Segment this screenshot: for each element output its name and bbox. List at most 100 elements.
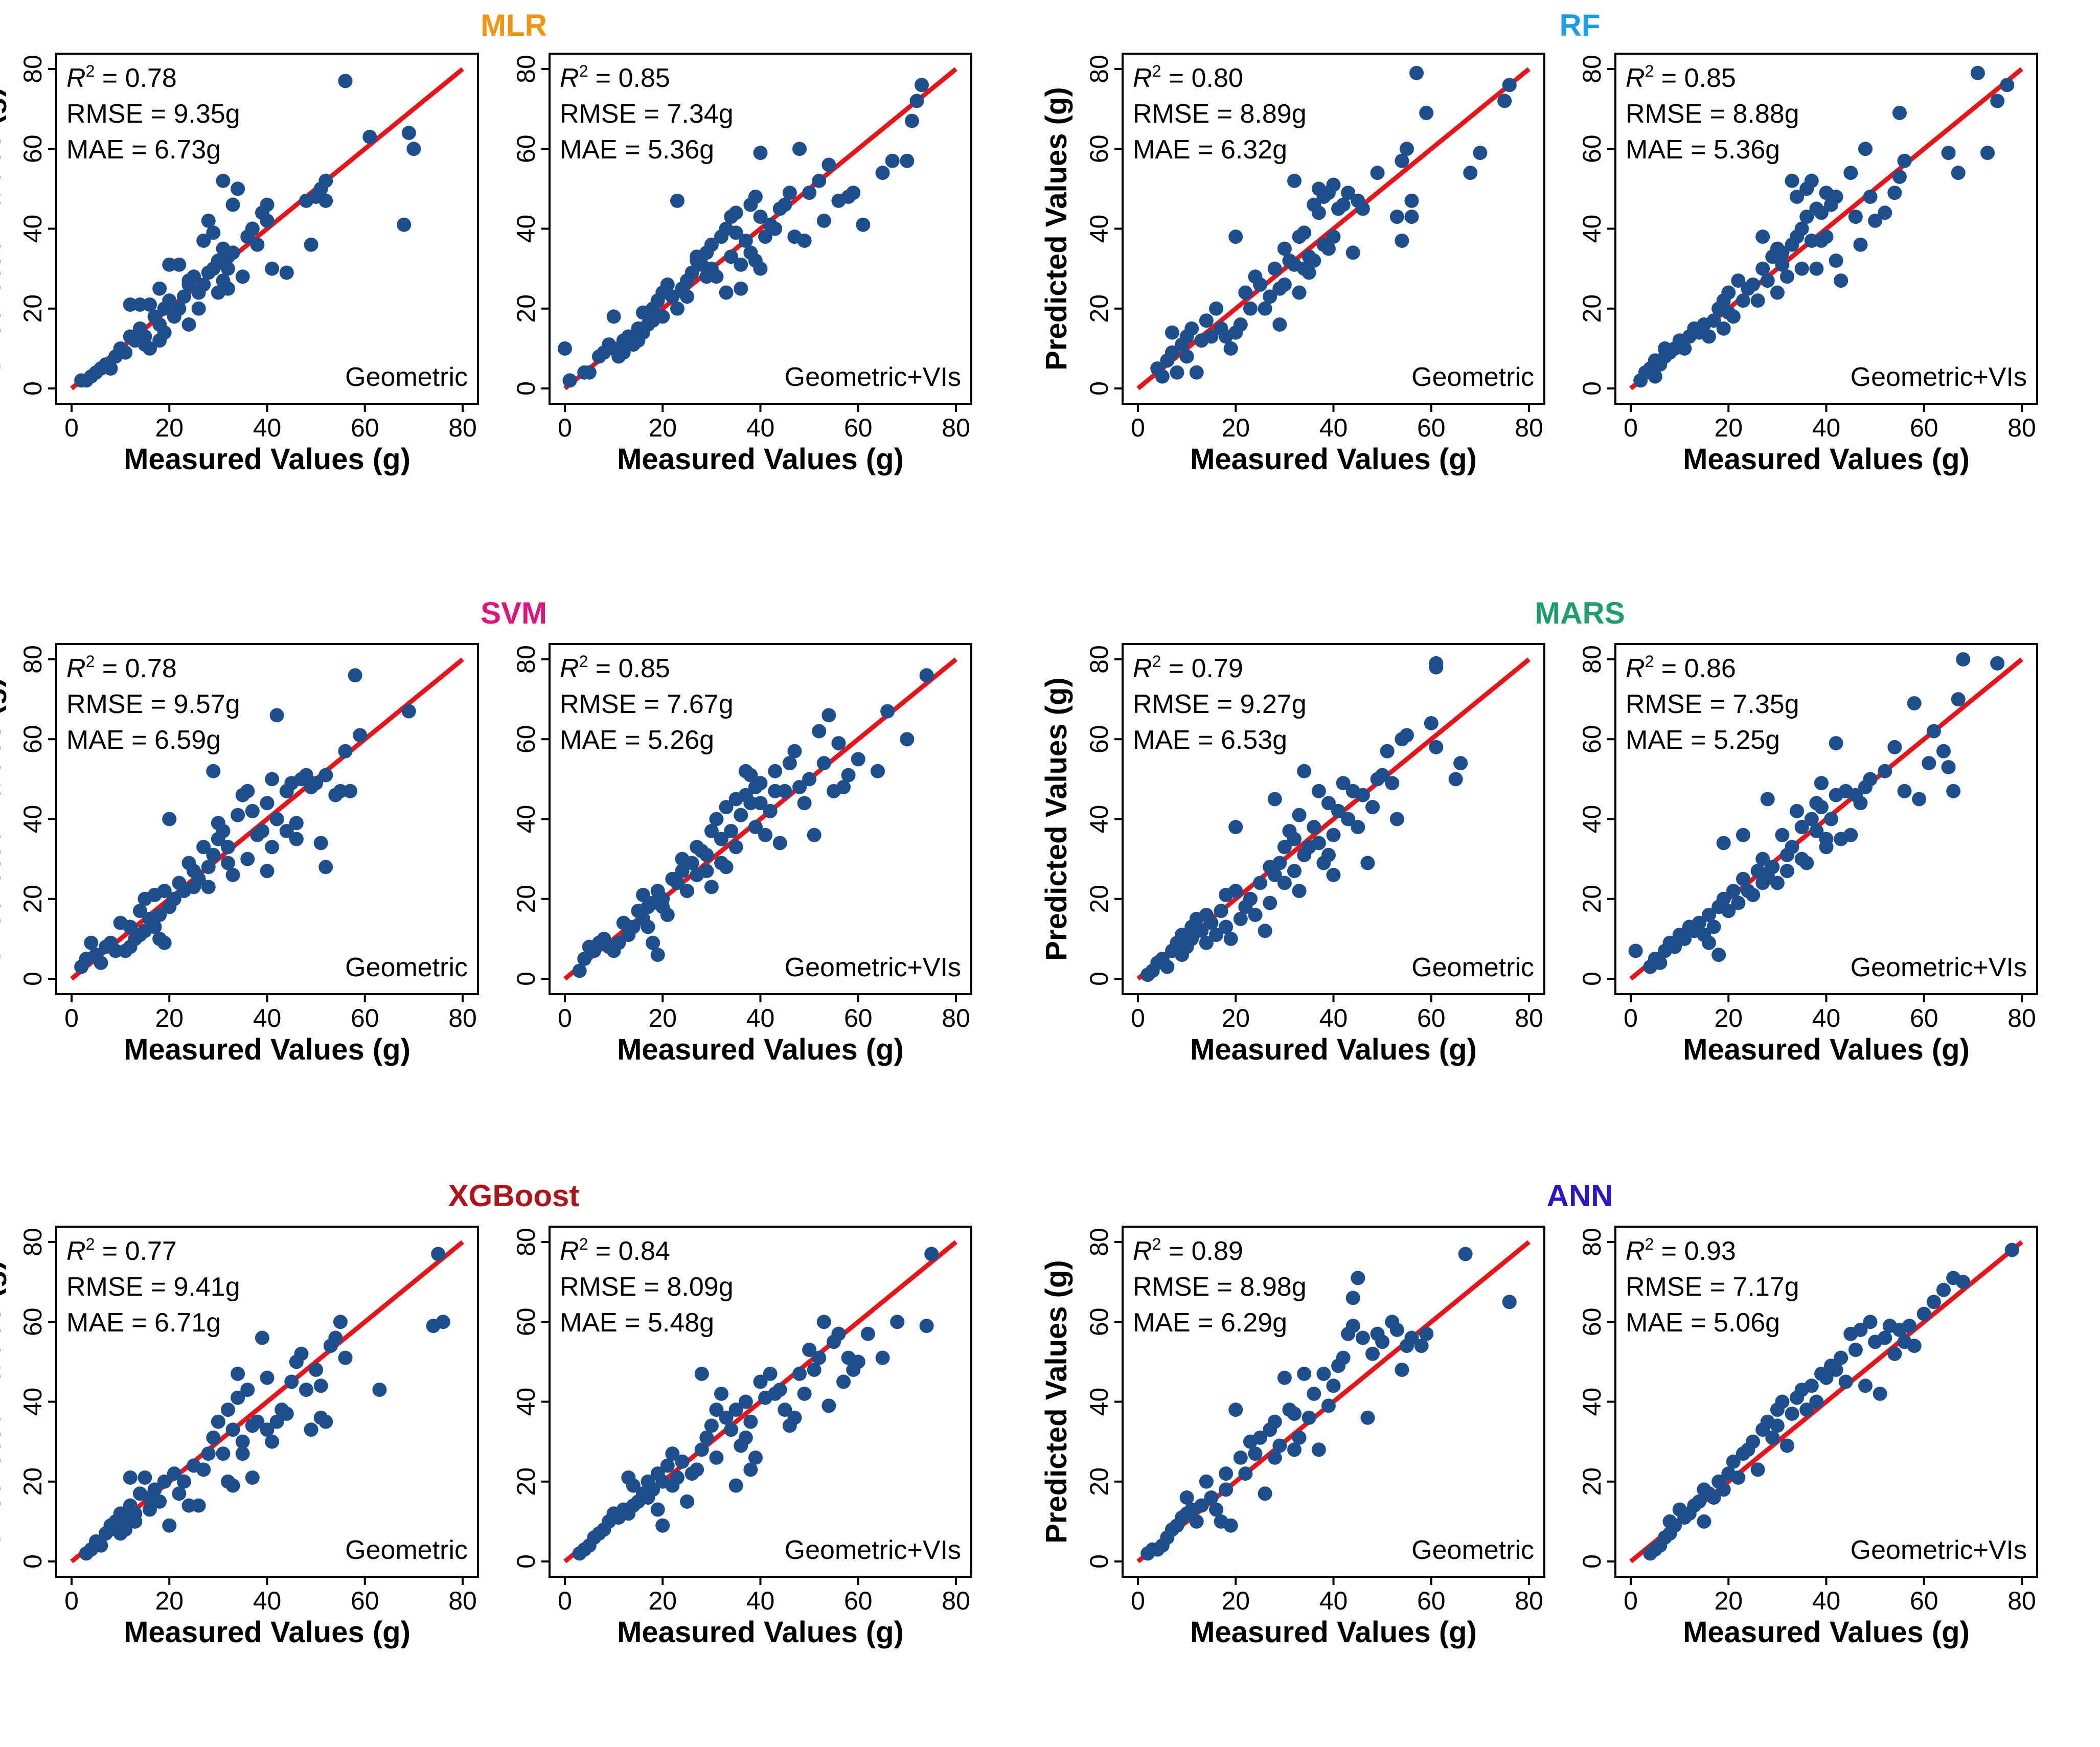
data-point xyxy=(821,708,836,723)
x-tick-label: 0 xyxy=(1624,1004,1638,1032)
x-axis-label: Measured Values (g) xyxy=(1190,1616,1477,1649)
data-point xyxy=(1873,1386,1887,1401)
data-point xyxy=(221,1403,235,1417)
x-axis-label: Measured Values (g) xyxy=(1683,443,1970,476)
data-point xyxy=(714,832,728,846)
data-point xyxy=(1243,301,1258,316)
y-tick-label: 40 xyxy=(18,805,47,834)
data-point xyxy=(1419,105,1434,120)
y-tick-label: 60 xyxy=(1578,1307,1606,1336)
data-point xyxy=(860,1326,875,1341)
data-point xyxy=(1702,935,1716,950)
data-point xyxy=(1179,1490,1194,1505)
data-point xyxy=(1272,317,1287,332)
data-point xyxy=(250,1414,265,1429)
data-point xyxy=(1165,345,1179,360)
data-point xyxy=(245,1470,260,1485)
data-point xyxy=(1946,784,1961,798)
feature-set-label: Geometric+VIs xyxy=(785,362,961,392)
x-tick-label: 40 xyxy=(1319,413,1348,442)
data-point xyxy=(157,325,172,340)
data-point xyxy=(1897,153,1912,168)
data-point xyxy=(1731,895,1746,910)
data-point xyxy=(919,1319,934,1334)
data-point xyxy=(143,297,157,312)
data-point xyxy=(1746,277,1761,292)
data-point xyxy=(719,1410,734,1425)
data-point xyxy=(1809,261,1824,276)
data-point xyxy=(1365,800,1380,815)
x-tick-label: 20 xyxy=(648,1587,677,1615)
data-point xyxy=(1307,1386,1321,1401)
r-squared-label: R2 = 0.78 xyxy=(66,652,177,683)
x-tick-label: 40 xyxy=(1319,1004,1348,1032)
x-tick-label: 80 xyxy=(448,1587,477,1615)
data-point xyxy=(812,1350,827,1365)
data-point xyxy=(353,728,368,743)
panel-mlr-geometric: 0 0 20 20 40 40 60 60 80 80 Measured Values (g) Pre… xyxy=(0,53,479,476)
y-tick-label: 80 xyxy=(1085,55,1113,83)
x-tick-label: 20 xyxy=(1221,1587,1250,1615)
data-point xyxy=(348,668,362,683)
data-point xyxy=(132,904,147,918)
mae-label: MAE = 6.71g xyxy=(66,1308,221,1338)
data-point xyxy=(1419,1326,1434,1341)
data-point xyxy=(694,1366,709,1381)
data-point xyxy=(1853,237,1868,252)
data-point xyxy=(1272,1438,1287,1453)
data-point xyxy=(1858,142,1873,156)
y-tick-label: 20 xyxy=(18,294,47,323)
data-point xyxy=(260,1422,275,1437)
data-point xyxy=(875,166,890,180)
y-tick-label: 20 xyxy=(1578,294,1606,323)
data-point xyxy=(318,193,333,208)
data-point xyxy=(753,776,768,791)
rmse-label: RMSE = 9.35g xyxy=(66,99,240,129)
data-point xyxy=(1878,1330,1892,1345)
y-tick-label: 60 xyxy=(18,134,47,163)
data-point xyxy=(1677,931,1692,946)
r-squared-label: R2 = 0.77 xyxy=(66,1235,177,1266)
data-point xyxy=(753,146,768,160)
data-point xyxy=(704,823,719,838)
data-point xyxy=(1404,193,1419,208)
data-point xyxy=(147,1482,162,1497)
x-tick-label: 20 xyxy=(155,1004,184,1032)
x-tick-label: 20 xyxy=(1714,1004,1743,1032)
data-point xyxy=(1814,205,1829,220)
data-point xyxy=(1799,210,1814,224)
data-point xyxy=(807,827,821,842)
data-point xyxy=(162,293,177,308)
data-point xyxy=(191,301,206,316)
data-point xyxy=(1287,864,1302,879)
data-point xyxy=(1223,931,1238,946)
panel-mlr-geometric-vis: 0 0 20 20 40 40 60 60 80 80 Measured Values (g) R2 … xyxy=(512,53,972,476)
data-point xyxy=(123,920,138,934)
data-point xyxy=(118,1522,133,1537)
data-point xyxy=(1292,1430,1307,1445)
data-point xyxy=(1726,884,1741,899)
data-point xyxy=(1887,186,1902,200)
data-point xyxy=(216,173,231,188)
x-tick-label: 0 xyxy=(558,1587,572,1615)
data-point xyxy=(1668,939,1682,954)
data-point xyxy=(181,317,196,332)
data-point xyxy=(812,173,827,188)
data-point xyxy=(758,827,773,842)
data-point xyxy=(1297,1366,1312,1381)
data-point xyxy=(1502,1295,1517,1309)
mae-label: MAE = 5.25g xyxy=(1626,725,1780,755)
y-tick-label: 0 xyxy=(18,1554,47,1569)
x-tick-label: 20 xyxy=(1714,1587,1743,1615)
data-point xyxy=(94,1538,108,1553)
data-point xyxy=(728,205,743,220)
data-point xyxy=(1429,660,1444,675)
data-point xyxy=(1292,884,1307,899)
y-tick-label: 80 xyxy=(18,645,47,674)
r-squared-label: R2 = 0.85 xyxy=(560,652,670,683)
y-axis-label: Predicted Values (g) xyxy=(0,1260,7,1543)
data-point xyxy=(890,1315,905,1329)
data-point xyxy=(1750,293,1765,308)
model-title: RF xyxy=(1560,8,1601,42)
data-point xyxy=(1355,788,1370,802)
